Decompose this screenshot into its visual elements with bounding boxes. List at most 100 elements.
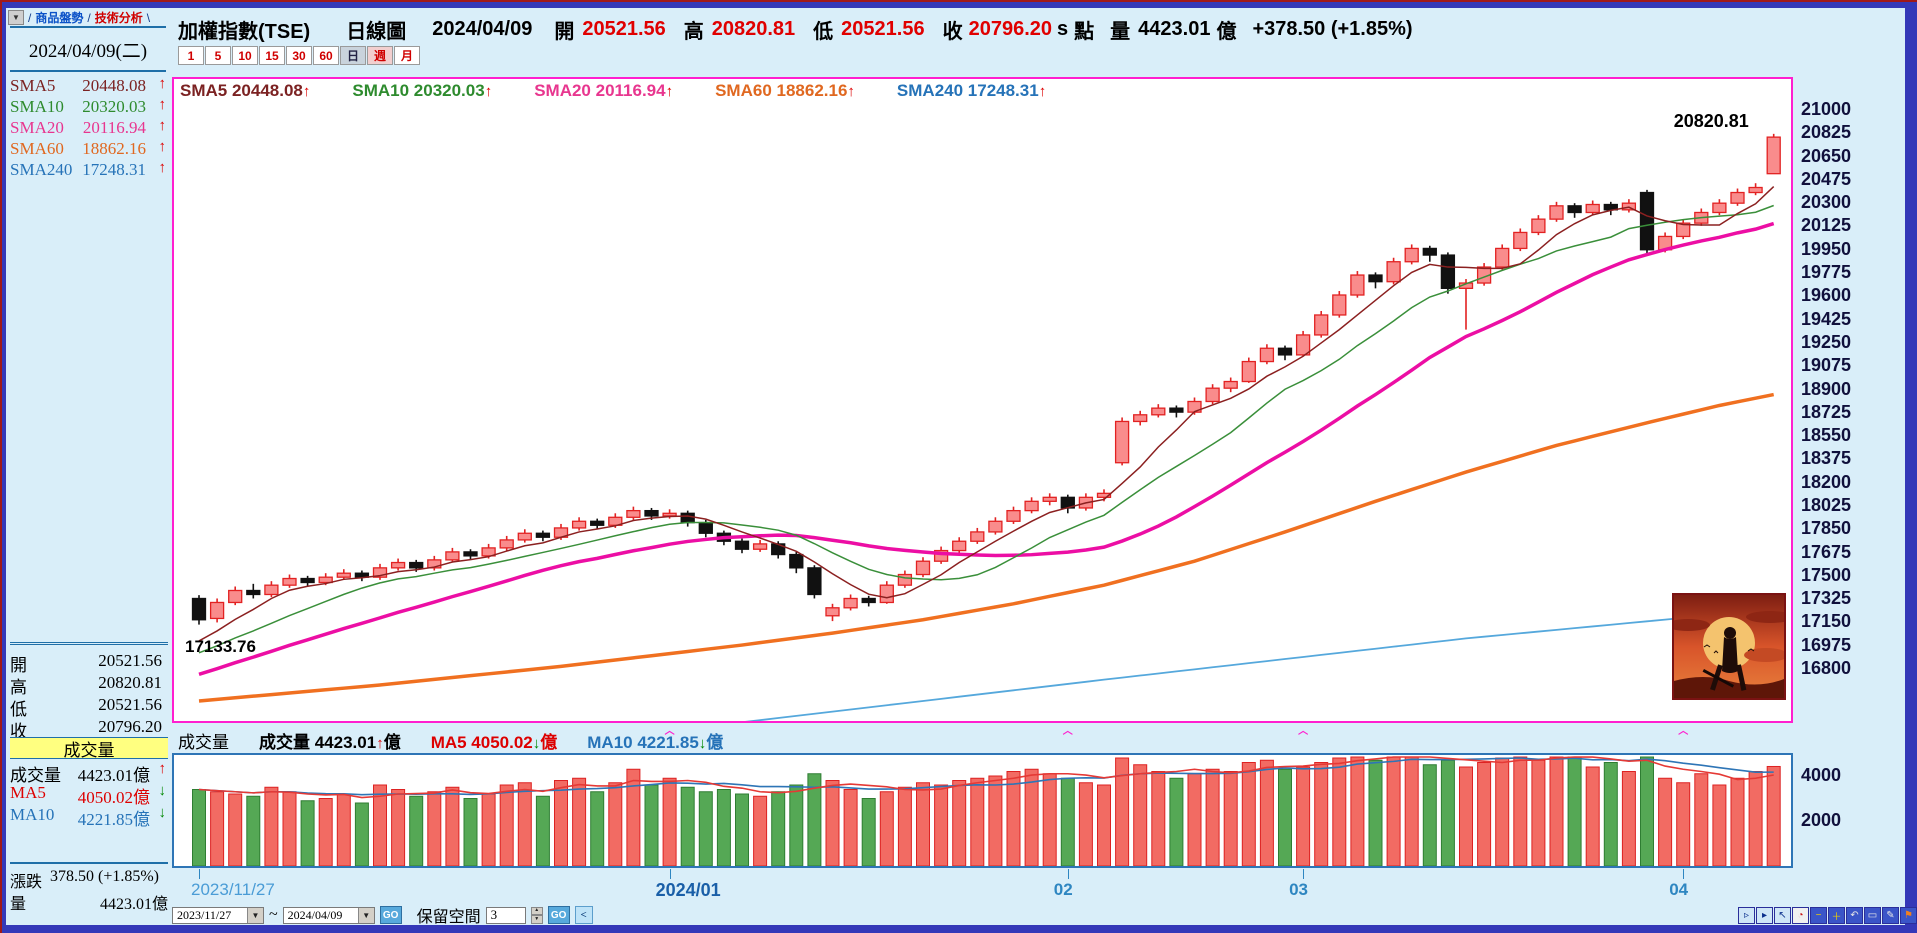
price-axis-label: 18200 <box>1801 471 1852 492</box>
sma-legend-item: SMA10 20320.03↑ <box>352 81 493 100</box>
to-date-value: 2024/04/09 <box>287 907 343 922</box>
sidebar-ohlc-row: 收 20796.20 <box>10 717 162 741</box>
from-date-select[interactable]: 2023/11/27 ▼ <box>172 906 264 924</box>
price-axis-label: 19775 <box>1801 262 1852 283</box>
chart-toolbar: ▹ ▸ ↖ ◔ − ＋ ↶ ▭ ✎ ⚑ <box>1738 907 1917 924</box>
change-value: 378.50 (+1.85%) <box>50 868 160 885</box>
price-axis-label: 17325 <box>1801 588 1852 609</box>
go-button[interactable]: GO <box>379 906 402 924</box>
quote-header-part: 億 <box>1216 20 1237 43</box>
sma-legend-item: SMA20 20116.94↑ <box>534 81 674 100</box>
down-arrow-icon: ↓ <box>158 783 167 799</box>
sidebar-volume-row: MA5 4050.02億 ↓ <box>10 783 167 807</box>
samurai-image <box>1666 593 1794 700</box>
window-icon[interactable]: ▭ <box>1864 907 1881 924</box>
month-marker-icon: ︿ <box>664 726 675 737</box>
timeframe-button-15[interactable]: 15 <box>259 46 285 65</box>
clock-icon[interactable]: ◔ <box>1792 907 1809 924</box>
tab-technical-analysis[interactable]: 技術分析 <box>94 11 143 25</box>
up-arrow-icon: ↑ <box>158 761 167 777</box>
quote-header-part: 20796.20 <box>968 17 1053 40</box>
x-axis-label[interactable]: 03 <box>1289 880 1309 899</box>
scroll-left-button[interactable]: < <box>574 906 593 924</box>
draw-icon[interactable]: ✎ <box>1882 907 1899 924</box>
up-arrow-icon: ↑ <box>158 160 167 176</box>
price-axis-label: 17150 <box>1801 611 1852 632</box>
ohlc-block: 開 20521.56 高 20820.81 低 20521.56 收 20796.20 <box>10 642 168 741</box>
volume-chart[interactable] <box>172 753 1793 868</box>
x-axis-label[interactable]: 2024/01 <box>655 880 721 900</box>
sidebar-sma-row: SMA5 20448.08 ↑ <box>10 76 167 95</box>
up-arrow-icon: ↑ <box>158 76 167 92</box>
quote-header-part: 量 <box>1110 20 1131 43</box>
zoom-in-icon[interactable]: ＋ <box>1828 907 1845 924</box>
zoom-out-icon[interactable]: − <box>1810 907 1827 924</box>
price-axis-label: 18725 <box>1801 401 1852 422</box>
pan-right-icon[interactable]: ▹ <box>1738 907 1755 924</box>
timeframe-button-日[interactable]: 日 <box>340 46 366 65</box>
timeframe-button-10[interactable]: 10 <box>232 46 258 65</box>
x-axis-tick <box>1303 869 1305 879</box>
sma-legend-item: SMA240 17248.31↑ <box>896 81 1047 100</box>
volume-legend-item: MA5 4050.02↓億 <box>430 732 558 752</box>
timeframe-button-週[interactable]: 週 <box>367 46 393 65</box>
volume-pane-title: 成交量 <box>178 732 229 752</box>
chevron-down-icon[interactable]: ▼ <box>357 907 374 923</box>
sidebar-ohlc-row: 開 20521.56 <box>10 651 162 675</box>
price-axis-label: 18550 <box>1801 425 1852 446</box>
timeframe-button-1[interactable]: 1 <box>178 46 204 65</box>
timeframe-button-月[interactable]: 月 <box>394 46 420 65</box>
timeframe-button-60[interactable]: 60 <box>313 46 339 65</box>
x-axis-label[interactable]: 02 <box>1053 880 1073 899</box>
date-box: 2024/04/09(二) <box>10 26 166 72</box>
tab-bar: ▼ / 商品盤勢 / 技術分析 \ <box>8 9 468 26</box>
reserve-space-stepper[interactable]: ▲ ▼ <box>530 906 543 924</box>
quote-header: 加權指數(TSE) 日線圖 2024/04/09 開 20521.56 高 20820.81… <box>178 16 1413 43</box>
undo-icon[interactable]: ↶ <box>1846 907 1863 924</box>
sidebar-volume-row: MA10 4221.85億 ↓ <box>10 805 167 829</box>
change-label: 漲跌 <box>10 874 43 891</box>
price-axis-label: 20825 <box>1801 122 1852 143</box>
volume-value: 4423.01億 <box>99 896 168 913</box>
up-arrow-icon: ↑ <box>158 97 167 113</box>
chevron-down-icon[interactable]: ▼ <box>8 10 24 25</box>
price-chart[interactable]: 17133.76 20820.81 <box>172 77 1793 723</box>
volume-axis-label: 2000 <box>1801 810 1842 830</box>
x-axis-tick <box>199 869 200 879</box>
go-button-2[interactable]: GO <box>547 906 570 924</box>
price-axis-label: 19075 <box>1801 355 1852 376</box>
timeframe-button-5[interactable]: 5 <box>205 46 231 65</box>
reserve-space-input[interactable]: 3 <box>485 906 526 924</box>
candlestick-plot <box>191 133 1781 721</box>
price-axis-label: 16975 <box>1801 634 1852 655</box>
volume-header: 成交量 成交量 4423.01↑億 MA5 4050.02↓億 MA10 4221.8… <box>178 730 723 752</box>
volume-axis-label: 4000 <box>1801 765 1842 785</box>
price-axis-label: 16800 <box>1801 658 1852 679</box>
footer-controls: 2023/11/27 ▼ ~ 2024/04/09 ▼ GO 保留空間 3 ▲ ▼… <box>172 905 593 926</box>
chevron-down-icon[interactable]: ▼ <box>247 907 263 923</box>
x-axis-tick <box>1683 869 1685 879</box>
month-marker-icon: ︿ <box>1678 726 1689 737</box>
quote-header-part: 低 <box>813 20 834 43</box>
quote-header-part: 加權指數(TSE) <box>178 20 311 43</box>
price-axis-label: 19600 <box>1801 285 1852 306</box>
timeframe-button-30[interactable]: 30 <box>286 46 312 65</box>
up-arrow-icon: ↑ <box>302 83 311 100</box>
quote-header-part: 收 <box>942 20 963 43</box>
x-axis-label[interactable]: 04 <box>1669 880 1689 899</box>
tab-market-overview[interactable]: 商品盤勢 <box>35 11 84 25</box>
sidebar-sma-row: SMA240 17248.31 ↑ <box>10 160 167 179</box>
sma-legend-item: SMA60 18862.16↑ <box>715 81 855 100</box>
up-arrow-icon: ↑ <box>847 83 855 100</box>
flag-icon[interactable]: ⚑ <box>1900 907 1917 924</box>
cursor-icon[interactable]: ↖ <box>1774 907 1791 924</box>
play-icon[interactable]: ▸ <box>1756 907 1773 924</box>
down-arrow-icon: ↓ <box>158 805 167 821</box>
quote-header-part: 高 <box>683 20 704 43</box>
x-axis-label[interactable]: 2023/11/27 <box>191 880 275 899</box>
price-axis-label: 18900 <box>1801 378 1852 399</box>
quote-header-part: 4423.01 <box>1138 17 1211 40</box>
to-date-select[interactable]: 2024/04/09 ▼ <box>282 906 375 924</box>
volume-legend-item: 成交量 4423.01↑億 <box>259 732 401 752</box>
tilde-separator: ~ <box>269 906 278 923</box>
